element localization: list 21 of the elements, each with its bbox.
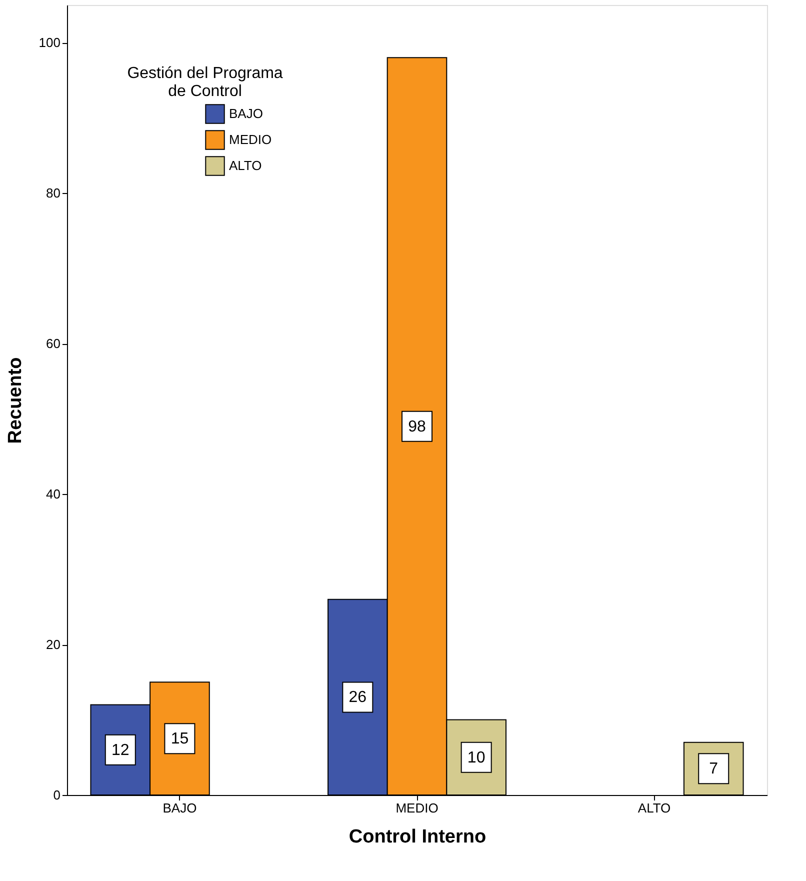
x-axis-title: Control Interno (348, 826, 486, 848)
data-label: 15 (170, 730, 189, 748)
data-label: 26 (348, 689, 367, 706)
x-tick-label: BAJO (162, 800, 197, 816)
y-tick-label: 100 (38, 35, 60, 50)
x-tick-label: ALTO (638, 800, 671, 816)
legend-label: BAJO (229, 106, 263, 121)
legend-title: Gestión del Programa de Control (127, 65, 283, 100)
y-tick-label: 20 (46, 637, 60, 652)
legend-label: MEDIO (229, 132, 272, 147)
y-tick-label: 40 (46, 486, 60, 502)
y-tick-label: 60 (46, 336, 60, 352)
legend-label: ALTO (229, 158, 262, 173)
data-label: 10 (467, 749, 486, 766)
data-label: 7 (709, 760, 718, 778)
data-label: 12 (111, 742, 130, 759)
y-tick-label: 0 (53, 788, 60, 802)
y-tick-label: 80 (46, 186, 60, 201)
x-tick-label: MEDIO (396, 800, 438, 816)
y-axis-title: Recuento (4, 357, 26, 444)
data-label: 98 (408, 418, 426, 436)
